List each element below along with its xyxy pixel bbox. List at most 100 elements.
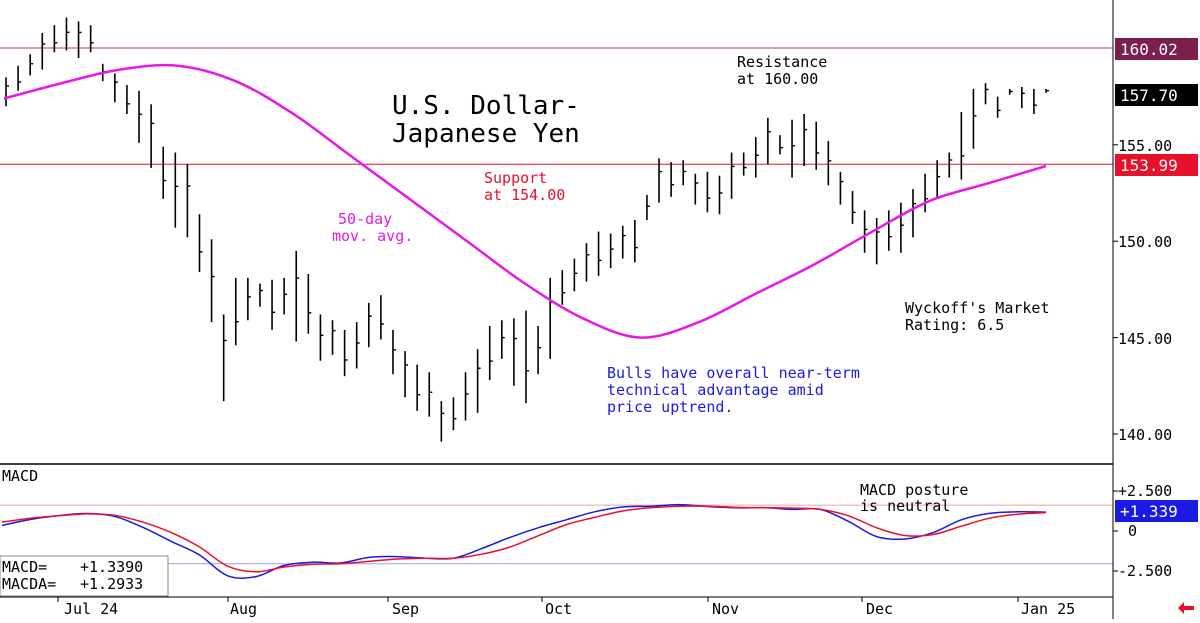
price-bar bbox=[742, 152, 747, 176]
macd-readout-box bbox=[0, 555, 169, 597]
price-bar bbox=[972, 88, 977, 149]
price-bar bbox=[597, 231, 602, 276]
price-bar bbox=[670, 162, 675, 197]
price-bar bbox=[343, 329, 348, 377]
price-bar bbox=[355, 322, 360, 369]
price-bar bbox=[222, 314, 227, 402]
price-bar bbox=[29, 54, 34, 76]
price-bar bbox=[634, 219, 638, 263]
bulls-annotation-line2: technical advantage amid bbox=[607, 381, 824, 399]
price-bar bbox=[138, 90, 143, 143]
price-bar bbox=[295, 250, 300, 342]
support-annotation-line1: Support bbox=[484, 169, 547, 187]
macd-value-box bbox=[1115, 500, 1198, 522]
price-bar bbox=[730, 152, 735, 199]
price-bar bbox=[537, 326, 542, 375]
price-bar bbox=[754, 137, 759, 178]
macd-value-label: +1.339 bbox=[1120, 502, 1178, 521]
resistance-annotation-line2: at 160.00 bbox=[737, 70, 818, 88]
price-bar bbox=[259, 283, 263, 307]
resistance-price-box bbox=[1115, 38, 1198, 60]
macd-annotation-line2: is neutral bbox=[860, 497, 950, 515]
price-bar bbox=[392, 329, 396, 375]
price-bar bbox=[513, 318, 517, 386]
price-bar bbox=[319, 314, 324, 361]
y-tick-145: 145.00 bbox=[1118, 330, 1172, 348]
price-bar bbox=[271, 279, 276, 330]
price-bar bbox=[1045, 88, 1049, 93]
price-bar bbox=[307, 273, 312, 334]
price-bar bbox=[65, 17, 70, 51]
macd-y-tick-lower: -2.500 bbox=[1118, 562, 1172, 580]
wyckoff-rating-line1: Wyckoff's Market bbox=[905, 299, 1050, 317]
price-bar bbox=[53, 25, 58, 53]
price-bar bbox=[827, 140, 832, 186]
support-price-label: 153.99 bbox=[1120, 156, 1178, 175]
price-bar bbox=[210, 239, 215, 323]
price-bar bbox=[948, 152, 953, 178]
macd-readout-row1: MACD= +1.3390 bbox=[2, 558, 143, 576]
x-label-jan: Jan 25 bbox=[1021, 600, 1075, 618]
price-bar bbox=[198, 214, 203, 273]
x-label-nov: Nov bbox=[712, 600, 739, 618]
wyckoff-rating-line2: Rating: 6.5 bbox=[905, 316, 1004, 334]
price-bar bbox=[114, 73, 118, 103]
price-bar bbox=[331, 320, 336, 355]
price-bar bbox=[174, 152, 179, 228]
price-bar bbox=[803, 113, 808, 167]
price-bar bbox=[41, 32, 46, 70]
price-bar bbox=[621, 225, 626, 259]
price-bar bbox=[706, 171, 711, 213]
price-bar bbox=[900, 202, 904, 253]
price-bar bbox=[585, 243, 590, 282]
price-bar bbox=[875, 218, 880, 265]
price-bar bbox=[682, 160, 687, 186]
price-bar bbox=[658, 158, 663, 203]
price-bar bbox=[404, 351, 409, 398]
macda-readout-value: +1.2933 bbox=[80, 575, 143, 593]
price-bar bbox=[247, 277, 251, 321]
x-label-oct: Oct bbox=[545, 600, 572, 618]
bulls-annotation-line1: Bulls have overall near-term bbox=[607, 364, 860, 382]
x-label-aug: Aug bbox=[230, 600, 257, 618]
bulls-annotation-line3: price uptrend. bbox=[607, 398, 733, 416]
x-label-dec: Dec bbox=[866, 600, 893, 618]
macd-y-tick-upper: +2.500 bbox=[1118, 482, 1172, 500]
price-bar bbox=[283, 277, 288, 315]
price-bar bbox=[936, 160, 941, 197]
price-bar bbox=[428, 372, 433, 417]
chart-title: U.S. Dollar- bbox=[392, 91, 580, 121]
price-bar bbox=[839, 171, 844, 205]
support-price-box bbox=[1115, 154, 1198, 176]
resistance-annotation-line1: Resistance bbox=[737, 53, 827, 71]
price-bar bbox=[416, 364, 421, 411]
price-bar bbox=[77, 21, 82, 59]
macd-annotation-line1: MACD posture bbox=[860, 481, 968, 499]
x-label-sep: Sep bbox=[392, 600, 419, 618]
price-bar bbox=[162, 146, 167, 199]
price-bar bbox=[5, 77, 9, 107]
price-bar bbox=[561, 270, 566, 305]
price-bar bbox=[17, 65, 22, 91]
y-tick-140: 140.00 bbox=[1118, 426, 1172, 444]
macd-panel-title: MACD bbox=[2, 467, 38, 485]
y-tick-150: 150.00 bbox=[1118, 233, 1172, 251]
price-bar bbox=[887, 210, 892, 251]
price-bar bbox=[476, 349, 481, 413]
price-bar bbox=[126, 85, 130, 114]
macd-readout-row2: MACDA= +1.2933 bbox=[2, 575, 143, 593]
price-bar bbox=[815, 121, 820, 170]
macd-readout-value: +1.3390 bbox=[80, 558, 143, 576]
price-bar bbox=[1021, 86, 1025, 109]
price-bar bbox=[984, 83, 989, 105]
ma-annotation-line1: 50-day bbox=[338, 210, 392, 228]
price-bar bbox=[464, 372, 469, 421]
price-bar bbox=[525, 310, 529, 404]
price-bar bbox=[912, 189, 916, 238]
price-bar bbox=[996, 96, 1001, 118]
left-arrow-icon[interactable] bbox=[1178, 602, 1194, 614]
ma-annotation-line2: mov. avg. bbox=[332, 227, 413, 245]
price-bar bbox=[186, 164, 191, 238]
